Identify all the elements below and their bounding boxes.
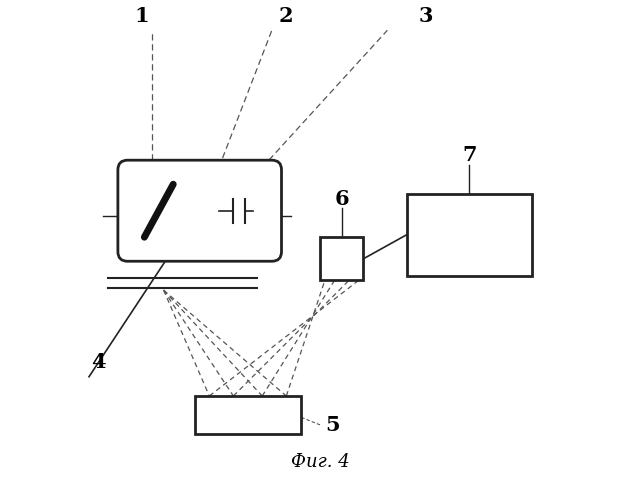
- Text: Фиг. 4: Фиг. 4: [291, 453, 349, 470]
- FancyBboxPatch shape: [406, 194, 532, 276]
- Text: 3: 3: [419, 6, 433, 26]
- FancyBboxPatch shape: [195, 396, 301, 435]
- Text: 4: 4: [92, 352, 106, 372]
- Text: 6: 6: [334, 189, 349, 209]
- FancyBboxPatch shape: [320, 237, 364, 281]
- Text: 1: 1: [134, 6, 149, 26]
- FancyBboxPatch shape: [118, 160, 282, 261]
- Text: 5: 5: [325, 415, 339, 435]
- Text: 2: 2: [279, 6, 294, 26]
- Text: 7: 7: [462, 145, 476, 166]
